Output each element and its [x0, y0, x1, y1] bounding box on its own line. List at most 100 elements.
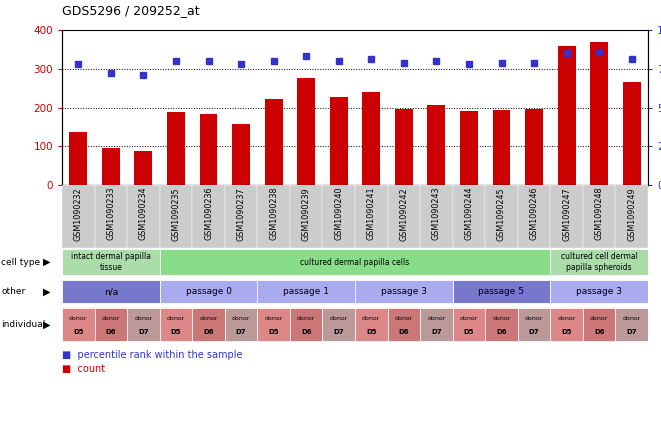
Text: GSM1090241: GSM1090241	[367, 187, 375, 240]
Text: donor: donor	[264, 316, 283, 321]
Bar	[518, 185, 551, 248]
Bar	[62, 308, 95, 341]
Text: donor: donor	[590, 316, 608, 321]
Bar	[290, 308, 323, 341]
Text: D7: D7	[333, 329, 344, 335]
Bar	[225, 308, 257, 341]
Text: cultured cell dermal
papilla spheroids: cultured cell dermal papilla spheroids	[561, 252, 638, 272]
Bar	[395, 109, 412, 185]
Bar	[615, 308, 648, 341]
Text: GSM1090244: GSM1090244	[465, 187, 473, 240]
Bar	[453, 185, 485, 248]
Text: D6: D6	[399, 329, 409, 335]
Text: donor: donor	[395, 316, 413, 321]
Text: D5: D5	[366, 329, 377, 335]
Text: GSM1090234: GSM1090234	[139, 187, 148, 240]
Text: GSM1090233: GSM1090233	[106, 187, 115, 240]
Bar	[551, 185, 583, 248]
Bar	[192, 308, 225, 341]
Bar	[62, 185, 95, 248]
Text: passage 1: passage 1	[283, 287, 329, 296]
Text: donor: donor	[167, 316, 185, 321]
Bar	[615, 185, 648, 248]
Text: GSM1090242: GSM1090242	[399, 187, 408, 241]
Bar	[232, 124, 250, 185]
Text: donor: donor	[232, 316, 251, 321]
Text: D7: D7	[236, 329, 247, 335]
Text: ▶: ▶	[43, 286, 50, 297]
Bar	[355, 280, 453, 303]
Text: donor: donor	[200, 316, 217, 321]
Text: D6: D6	[203, 329, 214, 335]
Text: donor: donor	[427, 316, 446, 321]
Bar	[264, 99, 282, 185]
Text: D6: D6	[106, 329, 116, 335]
Text: GSM1090240: GSM1090240	[334, 187, 343, 240]
Text: GSM1090238: GSM1090238	[269, 187, 278, 240]
Text: GSM1090247: GSM1090247	[562, 187, 571, 241]
Bar	[290, 185, 323, 248]
Text: GSM1090249: GSM1090249	[627, 187, 637, 241]
Text: D6: D6	[594, 329, 604, 335]
Bar	[225, 185, 257, 248]
Bar	[518, 308, 551, 341]
Bar	[160, 185, 192, 248]
Text: D6: D6	[496, 329, 507, 335]
Bar	[355, 185, 387, 248]
Text: D5: D5	[171, 329, 181, 335]
Bar	[297, 78, 315, 185]
Text: GSM1090235: GSM1090235	[171, 187, 180, 241]
Text: GSM1090239: GSM1090239	[301, 187, 311, 241]
Text: donor: donor	[102, 316, 120, 321]
Text: ■  count: ■ count	[62, 364, 105, 374]
Bar	[583, 185, 615, 248]
Bar	[485, 308, 518, 341]
Bar	[558, 46, 576, 185]
Text: passage 0: passage 0	[186, 287, 231, 296]
Bar	[257, 280, 355, 303]
Bar	[127, 185, 160, 248]
Bar	[257, 308, 290, 341]
Text: D5: D5	[561, 329, 572, 335]
Text: GSM1090243: GSM1090243	[432, 187, 441, 240]
Text: GSM1090237: GSM1090237	[237, 187, 245, 241]
Text: GDS5296 / 209252_at: GDS5296 / 209252_at	[62, 4, 200, 17]
Text: ■  percentile rank within the sample: ■ percentile rank within the sample	[62, 350, 243, 360]
Bar	[355, 308, 387, 341]
Text: donor: donor	[492, 316, 511, 321]
Text: D7: D7	[529, 329, 539, 335]
Bar	[362, 92, 380, 185]
Bar	[492, 110, 510, 185]
Bar	[525, 109, 543, 185]
Bar	[330, 96, 348, 185]
Bar	[420, 308, 453, 341]
Text: donor: donor	[460, 316, 478, 321]
Bar	[428, 105, 446, 185]
Bar	[95, 185, 127, 248]
Bar	[323, 185, 355, 248]
Bar	[420, 185, 453, 248]
Bar	[590, 42, 608, 185]
Bar	[551, 249, 648, 275]
Text: donor: donor	[330, 316, 348, 321]
Bar	[102, 148, 120, 185]
Bar	[323, 308, 355, 341]
Text: donor: donor	[297, 316, 315, 321]
Text: ▶: ▶	[43, 257, 50, 267]
Bar	[551, 308, 583, 341]
Text: D5: D5	[464, 329, 474, 335]
Text: D7: D7	[431, 329, 442, 335]
Text: D5: D5	[73, 329, 83, 335]
Text: cultured dermal papilla cells: cultured dermal papilla cells	[300, 258, 410, 266]
Text: GSM1090245: GSM1090245	[497, 187, 506, 241]
Bar	[485, 185, 518, 248]
Bar	[387, 185, 420, 248]
Text: GSM1090248: GSM1090248	[595, 187, 603, 240]
Text: cell type: cell type	[1, 258, 40, 266]
Bar	[69, 132, 87, 185]
Bar	[160, 280, 257, 303]
Bar	[453, 308, 485, 341]
Text: donor: donor	[69, 316, 87, 321]
Text: donor: donor	[623, 316, 641, 321]
Bar	[167, 112, 185, 185]
